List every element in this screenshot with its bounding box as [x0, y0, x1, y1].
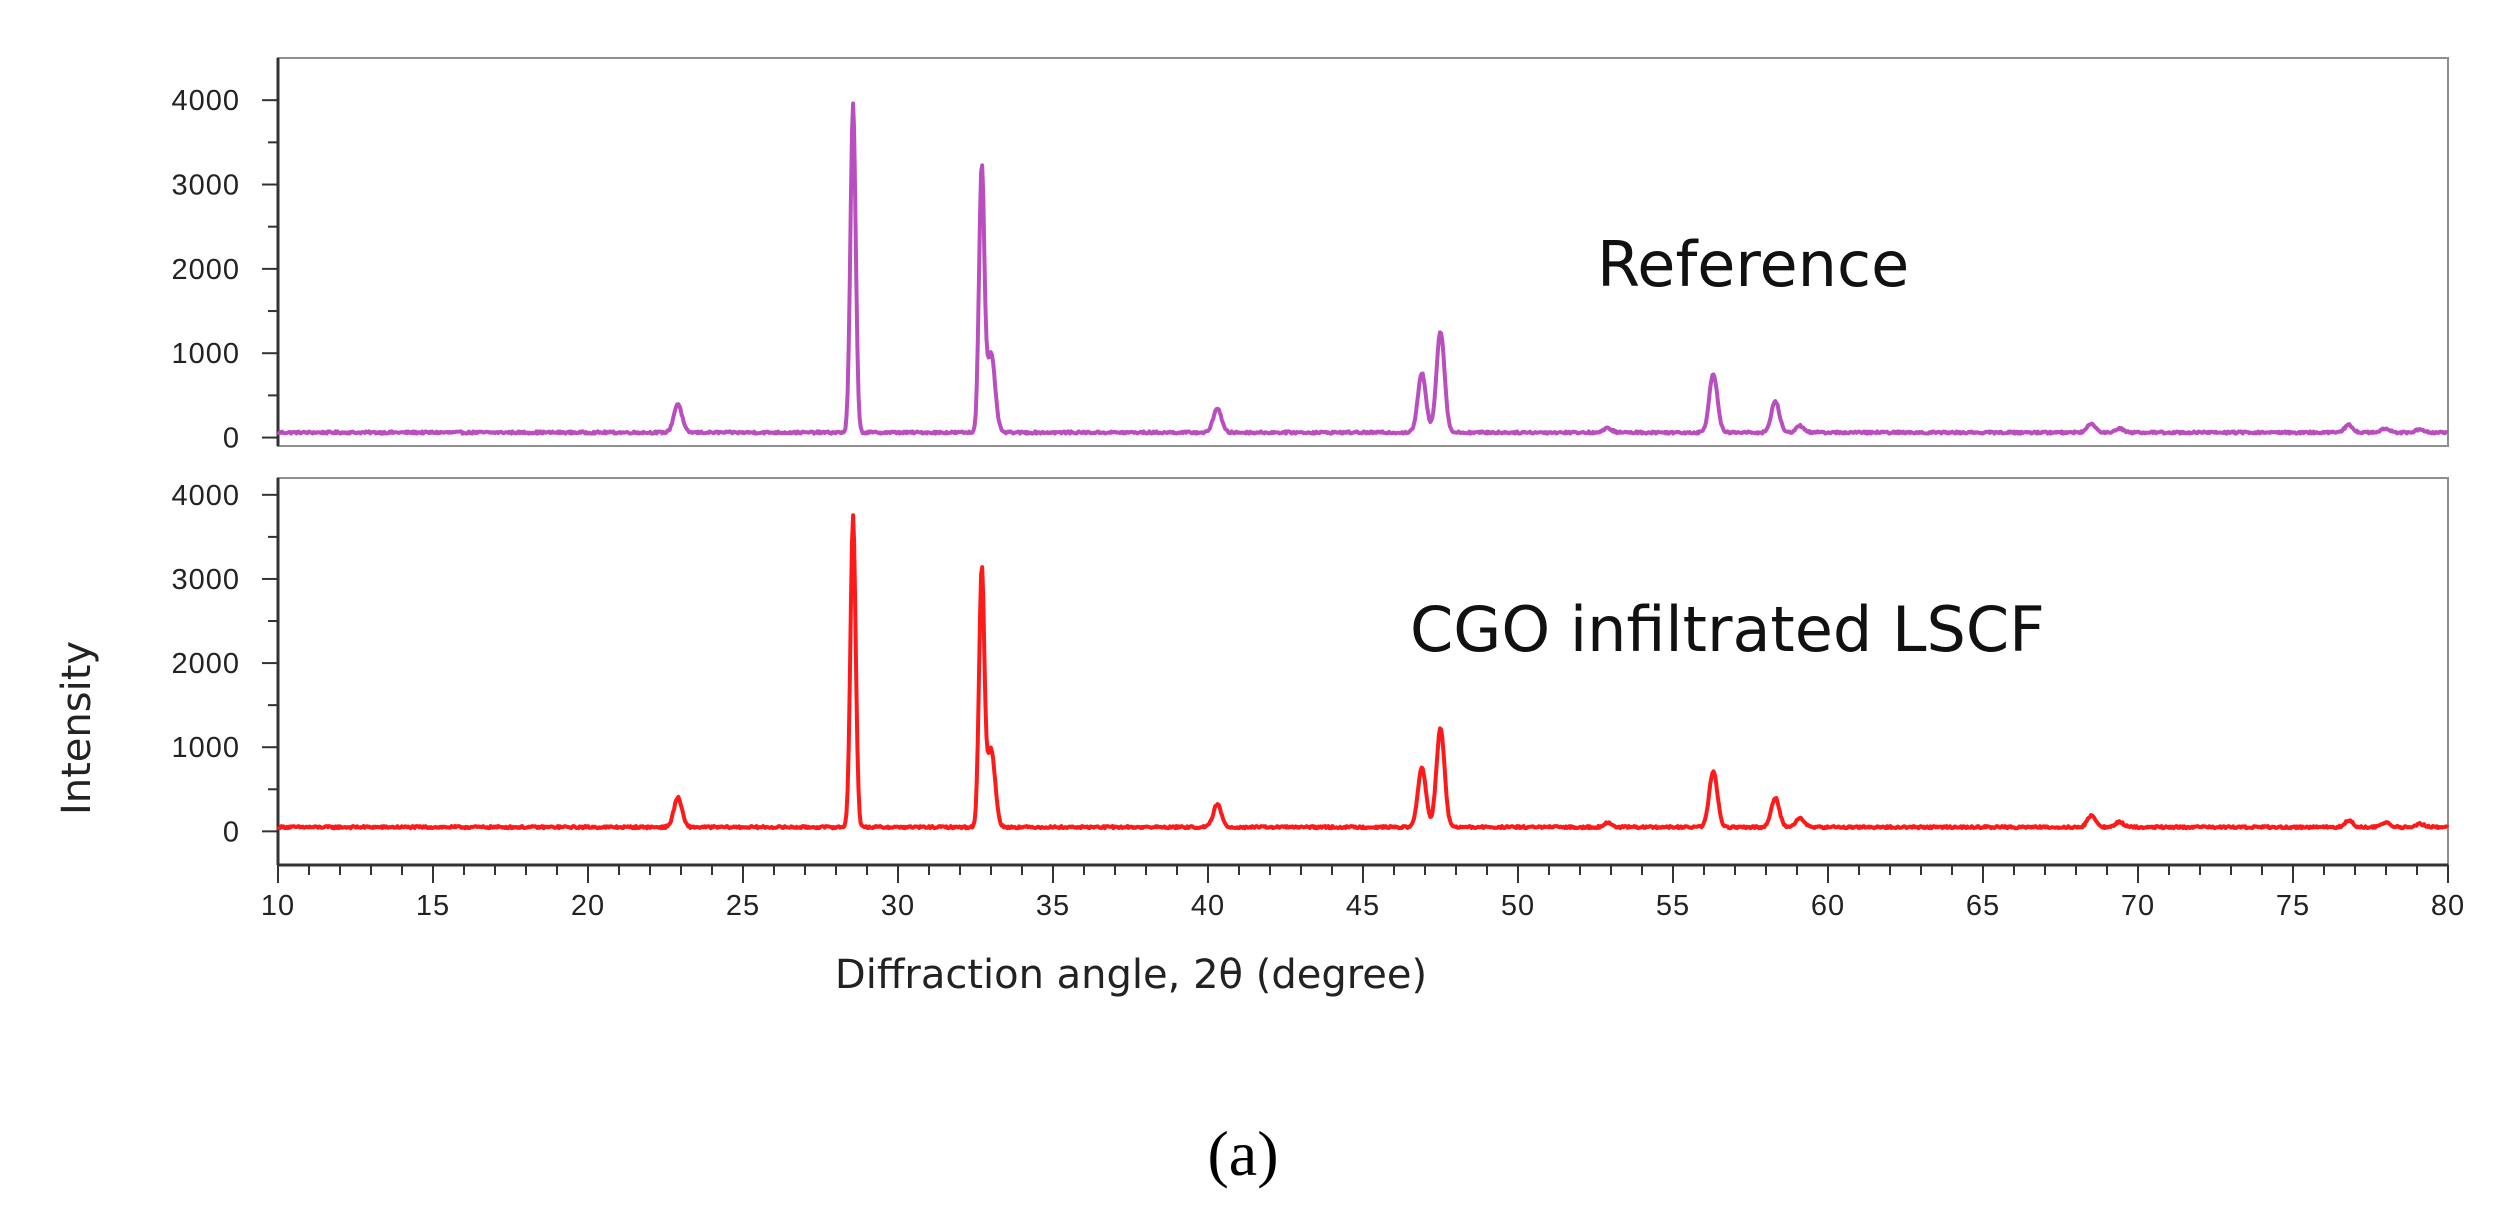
x-tick-label: 65 — [1966, 890, 2000, 922]
x-tick-label: 55 — [1656, 890, 1690, 922]
x-tick-label: 70 — [2121, 890, 2155, 922]
cgo-lscf-annotation: CGO infiltrated LSCF — [1410, 593, 2045, 666]
figure-caption: (a) — [1207, 1118, 1278, 1189]
x-axis-title: Diffraction angle, 2θ (degree) — [835, 952, 1427, 998]
x-ticks: 10 15 20 25 30 35 40 45 50 55 60 65 70 75 80 — [261, 865, 2465, 922]
x-tick-label: 80 — [2431, 890, 2465, 922]
reference-y-tick-label: 2000 — [171, 254, 240, 286]
x-tick-label: 40 — [1191, 890, 1225, 922]
x-axis: 10 15 20 25 30 35 40 45 50 55 60 65 70 75 80 — [261, 863, 2465, 922]
reference-y-tick-label: 4000 — [171, 85, 240, 117]
x-tick-label: 25 — [726, 890, 760, 922]
reference-annotation: Reference — [1597, 228, 1909, 301]
x-tick-label: 10 — [261, 890, 295, 922]
cgo-lscf-y-tick-label: 4000 — [171, 480, 240, 512]
x-tick-label: 45 — [1346, 890, 1380, 922]
y-axis-title: Intensity — [54, 641, 100, 815]
x-tick-label: 75 — [2276, 890, 2310, 922]
cgo-lscf-y-tick-label: 0 — [223, 816, 240, 848]
reference-series-line — [276, 101, 2449, 436]
cgo-lscf-y-ticks: 0 1000 2000 3000 4000 — [171, 480, 278, 848]
cgo-lscf-y-tick-label: 3000 — [171, 564, 240, 596]
x-tick-label: 60 — [1811, 890, 1845, 922]
reference-y-tick-label: 1000 — [171, 338, 240, 370]
reference-panel: 0 1000 2000 3000 4000 Reference — [171, 57, 2449, 455]
x-tick-label: 15 — [416, 890, 450, 922]
cgo-lscf-y-tick-label: 2000 — [171, 648, 240, 680]
x-tick-label: 35 — [1036, 890, 1070, 922]
reference-y-tick-label: 3000 — [171, 170, 240, 202]
cgo-lscf-series-line — [276, 513, 2450, 831]
reference-y-ticks: 0 1000 2000 3000 4000 — [171, 85, 278, 455]
x-tick-label: 30 — [881, 890, 915, 922]
cgo-lscf-y-tick-label: 1000 — [171, 732, 240, 764]
x-tick-label: 20 — [571, 890, 605, 922]
reference-y-tick-label: 0 — [223, 423, 240, 455]
x-tick-label: 50 — [1501, 890, 1535, 922]
